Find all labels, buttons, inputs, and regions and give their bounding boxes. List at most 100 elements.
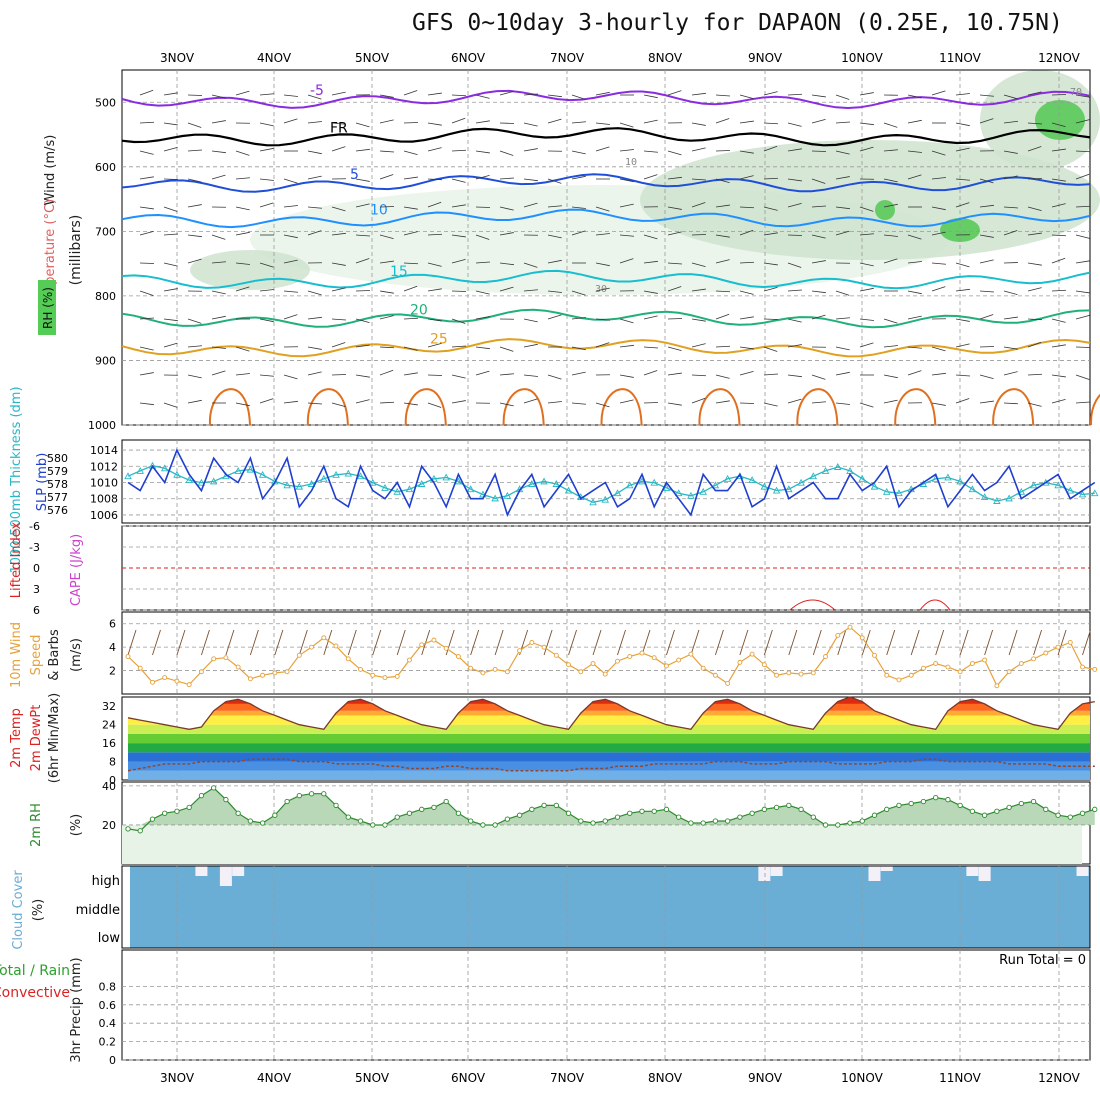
wind-barb	[907, 119, 922, 124]
wind-barb-10m	[372, 629, 382, 656]
wind-barb	[355, 122, 370, 128]
wind-barb	[955, 343, 970, 348]
wind-barb	[955, 122, 970, 127]
wind-barb	[763, 402, 778, 407]
date-label-bottom: 9NOV	[748, 1071, 783, 1085]
thickness-point	[344, 469, 353, 477]
wind-barb	[163, 342, 178, 348]
wind-barb	[883, 149, 898, 152]
wind-barb	[451, 204, 466, 208]
thickness-point	[638, 477, 646, 485]
cloud-gap	[758, 866, 771, 881]
wind-barb	[235, 402, 250, 407]
wind-barb	[523, 289, 538, 292]
wind-barb	[187, 204, 202, 208]
temp-tick: 8	[109, 756, 116, 769]
thickness-point	[589, 498, 597, 506]
wind-barb	[715, 118, 730, 124]
wind-barb-10m	[739, 629, 749, 656]
wind-barb	[835, 176, 850, 180]
temp-tick: 0	[109, 774, 116, 787]
wind-barb	[739, 150, 754, 154]
rh-point	[639, 808, 645, 814]
wind-barb	[427, 402, 442, 408]
wind-speed-point	[994, 683, 1000, 689]
thickness-point	[368, 478, 377, 486]
wind-barb	[331, 402, 346, 408]
rh-point	[1067, 814, 1073, 820]
date-label-bottom: 8NOV	[648, 1071, 683, 1085]
rh-point	[663, 806, 670, 812]
wind-barb	[499, 177, 514, 180]
rh-point	[810, 814, 816, 820]
wind-barb	[259, 202, 274, 208]
wind-barb	[307, 230, 322, 236]
wind-barb	[499, 346, 514, 352]
thickness-point	[307, 480, 316, 487]
rh-point	[125, 826, 131, 832]
wind-barb	[163, 122, 178, 126]
wind-barb	[499, 262, 514, 266]
wind-barb	[931, 150, 946, 156]
wind-barb	[235, 177, 250, 180]
wind-barb	[1003, 175, 1018, 180]
wind-barb-10m	[763, 629, 773, 656]
wind-barb	[163, 146, 178, 152]
wind-barb	[163, 92, 178, 96]
temp-axis-label-b: 2m DewPt	[29, 705, 44, 772]
wind-barb	[139, 317, 154, 320]
wind-speed-point	[223, 655, 229, 661]
wind-barb-10m	[617, 629, 626, 656]
thickness-point	[956, 477, 964, 485]
date-label-bottom: 4NOV	[257, 1071, 292, 1085]
wind-barb	[811, 205, 826, 208]
wind-barb	[1027, 146, 1042, 152]
wind-speed-point	[945, 664, 951, 670]
wind-barb	[883, 345, 898, 348]
wind-speed-point	[309, 644, 315, 650]
thickness-point	[760, 482, 769, 490]
wind-speed-point	[761, 662, 767, 668]
wind-barb	[1027, 232, 1042, 236]
thickness-point	[136, 466, 144, 474]
lifted-index-axis-label: Lifted Index	[9, 521, 24, 598]
wind-barb	[787, 318, 802, 323]
wind-barb	[691, 262, 706, 268]
rh-contour-label: 30	[595, 284, 607, 295]
rh-point	[981, 812, 988, 818]
isotherm-label: -5	[310, 83, 324, 99]
wind-barb	[571, 402, 586, 405]
wind-barb	[403, 231, 418, 236]
wind-barb	[955, 178, 970, 181]
wind-speed-point	[407, 657, 412, 663]
cloud-gap	[868, 866, 881, 881]
rh-point	[370, 822, 376, 828]
thickness-point	[160, 464, 169, 472]
wind-barb	[907, 370, 922, 376]
slp-panel-frame	[121, 439, 1091, 524]
wind-barb	[187, 345, 202, 348]
wind-barb	[259, 289, 274, 292]
wind-barb	[187, 178, 202, 183]
wind-barb	[187, 149, 202, 152]
wind-barb	[331, 287, 346, 292]
rh-point	[321, 791, 327, 797]
thickness-tick: 580	[47, 452, 68, 465]
wind-barb	[163, 288, 178, 292]
thickness-point	[674, 489, 683, 497]
wind-barb	[139, 346, 154, 351]
wind-barb-10m	[592, 629, 602, 656]
wind-barb	[931, 206, 946, 211]
wind-barb-10m	[935, 629, 945, 656]
wind-barb	[859, 287, 874, 292]
wind-barb	[1003, 120, 1018, 124]
isotherm-30-loop	[796, 388, 839, 426]
thickness-point	[466, 485, 475, 493]
wind-barb	[139, 230, 154, 236]
rh-point	[480, 822, 486, 828]
wind-barb	[547, 234, 562, 239]
wind-speed-point	[296, 652, 302, 658]
rh-shade	[640, 140, 1100, 260]
wind-barb	[787, 148, 802, 152]
isotherm-label: 10	[370, 202, 388, 218]
